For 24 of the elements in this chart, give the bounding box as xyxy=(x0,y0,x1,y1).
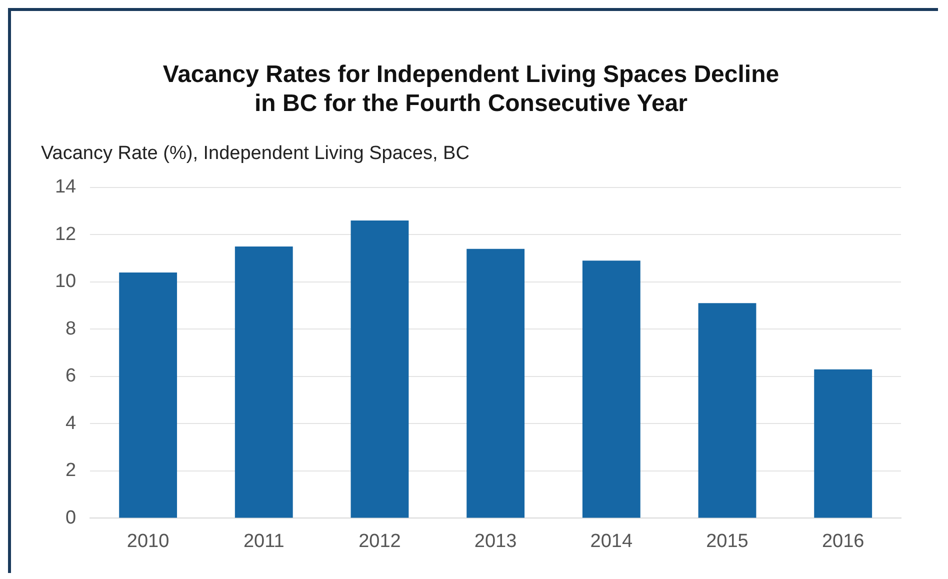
x-tick-label: 2016 xyxy=(822,530,864,552)
bar xyxy=(698,303,756,518)
y-tick-label: 4 xyxy=(66,412,77,434)
y-tick-label: 0 xyxy=(66,507,76,528)
bar xyxy=(350,220,409,518)
y-tick-label: 10 xyxy=(54,271,76,292)
bar xyxy=(234,246,293,518)
y-tick-label: 2 xyxy=(66,460,76,482)
y-tick-label: 14 xyxy=(54,176,77,198)
bar xyxy=(466,248,525,518)
x-tick-label: 2014 xyxy=(590,530,633,552)
y-tick-label: 12 xyxy=(54,224,76,245)
y-tick-label: 6 xyxy=(66,366,76,387)
y-axis-title: Vacancy Rate (%), Independent Living Spaces, BC xyxy=(41,143,470,164)
x-tick-label: 2012 xyxy=(358,530,401,552)
x-tick-label: 2015 xyxy=(706,530,748,552)
bar xyxy=(119,272,178,518)
bar xyxy=(582,260,640,518)
chart-title: Vacancy Rates for Independent Living Spaces Decline in BC for the Fourth Consecutive Year xyxy=(162,61,780,117)
x-tick-label: 2010 xyxy=(126,530,170,552)
x-tick-label: 2013 xyxy=(474,530,517,552)
y-tick-label: 8 xyxy=(66,318,76,340)
bar xyxy=(814,369,872,518)
x-tick-label: 2011 xyxy=(243,530,284,552)
